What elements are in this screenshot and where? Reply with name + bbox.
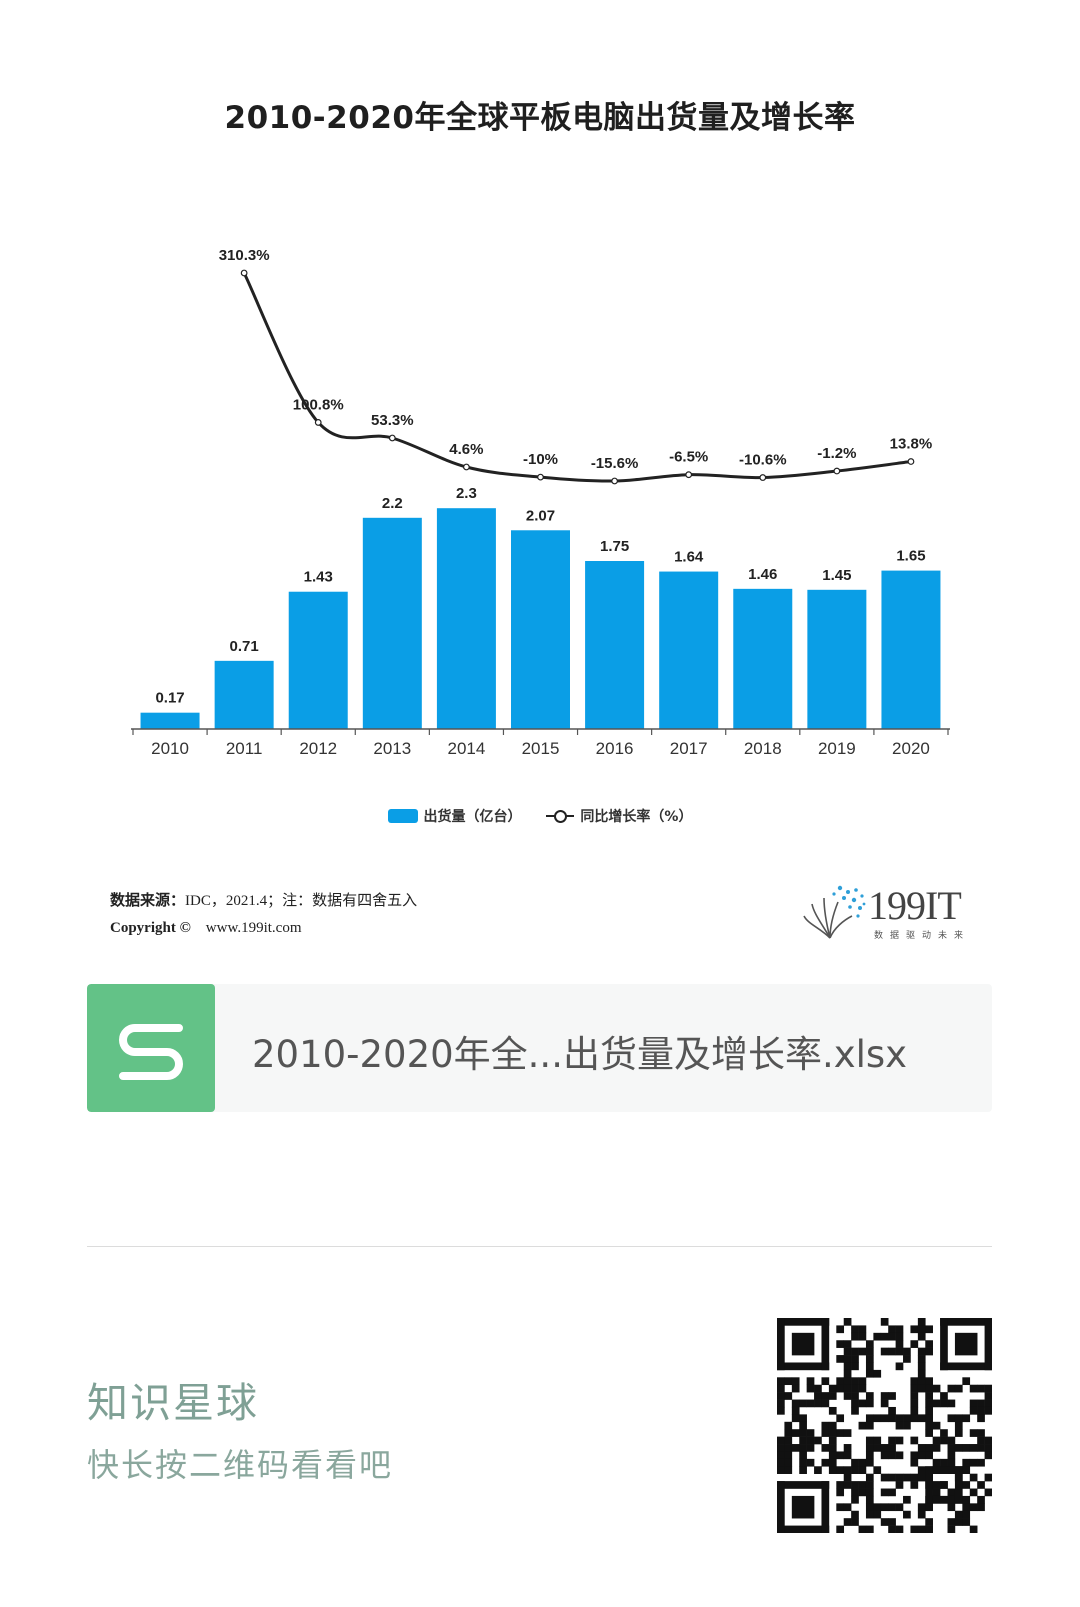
growth-label-2019: -1.2%: [817, 445, 856, 462]
bar-2014: [436, 508, 496, 729]
growth-label-2016: -15.6%: [591, 455, 639, 472]
file-attachment-card[interactable]: 2010-2020年全...出货量及增长率.xlsx: [87, 984, 992, 1112]
growth-label-2013: 53.3%: [371, 412, 414, 429]
legend: 出货量（亿台） 同比增长率（%）: [0, 806, 1080, 826]
source-label: 数据来源：: [110, 893, 186, 909]
brand-title: 知识星球: [87, 1379, 259, 1427]
source-note: 数据来源：IDC，2021.4；注：数据有四舍五入 Copyright © ww…: [110, 888, 417, 942]
growth-rate-line: [242, 272, 912, 483]
bar-label-2012: 1.43: [304, 569, 333, 586]
x-tick-label-2020: 2020: [892, 739, 930, 758]
bar-label-2018: 1.46: [748, 566, 777, 583]
growth-point-2020: [907, 458, 915, 465]
source-text: IDC，2021.4；注：数据有四舍五入: [185, 893, 418, 909]
x-tick-label-2010: 2010: [151, 739, 189, 758]
bar-2010: [140, 712, 200, 729]
growth-point-2017: [685, 471, 693, 479]
growth-point-2013: [388, 434, 396, 442]
legend-line-marker-icon: [546, 809, 575, 823]
bars-layer: 0.17 0.71 1.43 2.2 2.3 2.07 1.75 1.64 1.46 1.45 1.…: [140, 485, 941, 729]
bar-2018: [733, 588, 793, 729]
bar-2017: [659, 571, 719, 729]
bar-label-2016: 1.75: [600, 538, 629, 555]
copyright-label: Copyright ©: [110, 920, 191, 936]
bar-label-2017: 1.64: [674, 549, 704, 566]
growth-point-2014: [463, 463, 470, 471]
x-tick-label-2012: 2012: [299, 739, 337, 758]
growth-label-2011: 310.3%: [219, 247, 270, 264]
x-tick-label-2017: 2017: [670, 739, 708, 758]
logo-text: 199IT: [868, 883, 962, 928]
chart-title: 2010-2020年全球平板电脑出货量及增长率: [224, 100, 856, 136]
x-tick-label-2018: 2018: [744, 739, 782, 758]
growth-label-2014: 4.6%: [449, 441, 483, 458]
legend-label-shipments: 出货量（亿台）: [423, 809, 522, 825]
growth-label-2012: 100.8%: [293, 396, 344, 413]
line-layer: 310.3% 100.8% 53.3% 4.6% -10% -15.6% -6.5% -10.…: [219, 247, 933, 485]
file-name: 2010-2020年全...出货量及增长率.xlsx: [252, 1033, 908, 1076]
growth-label-2018: -10.6%: [739, 452, 787, 469]
logo-199it: 199IT 数据驱动未来: [800, 880, 980, 942]
logo-tagline: 数据驱动未来: [874, 931, 971, 941]
x-tick-label-2015: 2015: [522, 739, 560, 758]
bar-label-2011: 0.71: [230, 638, 259, 655]
bar-2015: [511, 530, 570, 729]
bar-2013: [362, 517, 422, 729]
bar-2016: [585, 561, 645, 729]
growth-label-2017: -6.5%: [669, 449, 708, 466]
x-tick-label-2011: 2011: [226, 739, 263, 758]
qr-code-icon[interactable]: [777, 1318, 992, 1533]
copyright-url: www.199it.com: [205, 920, 302, 936]
growth-label-2015: -10%: [523, 451, 558, 468]
dandelion-logo-icon: [803, 885, 866, 939]
legend-bar-swatch-icon: [387, 809, 418, 823]
bar-2011: [214, 660, 274, 729]
bar-label-2014: 2.3: [456, 485, 477, 502]
bar-2012: [288, 591, 348, 729]
bar-label-2019: 1.45: [822, 567, 851, 584]
bar-2020: [881, 570, 941, 729]
divider: [87, 1246, 992, 1247]
x-tick-label-2016: 2016: [596, 739, 634, 758]
growth-label-2020: 13.8%: [890, 436, 933, 453]
x-axis: 2010 2011 2012 2013 2014 2015 2016 2017 2018 2019…: [131, 728, 950, 758]
legend-item-shipments: 出货量（亿台）: [387, 806, 522, 826]
growth-point-2012: [314, 419, 322, 426]
growth-point-2015: [537, 473, 544, 481]
growth-point-2019: [833, 467, 841, 475]
growth-point-2016: [611, 477, 618, 485]
x-tick-label-2019: 2019: [818, 739, 856, 758]
bar-2019: [807, 589, 867, 729]
x-tick-label-2013: 2013: [373, 739, 411, 758]
chart-canvas: 0.17 0.71 1.43 2.2 2.3 2.07 1.75 1.64 1.46 1.45 1.…: [131, 247, 950, 758]
bar-label-2010: 0.17: [155, 690, 184, 707]
bar-label-2020: 1.65: [896, 548, 925, 565]
bar-label-2013: 2.2: [382, 495, 403, 512]
bar-label-2015: 2.07: [526, 507, 555, 524]
x-tick-label-2014: 2014: [447, 739, 485, 758]
legend-label-growth: 同比增长率（%）: [580, 809, 693, 825]
legend-item-growth: 同比增长率（%）: [546, 806, 692, 826]
brand-subtitle: 快长按二维码看看吧: [87, 1446, 394, 1484]
growth-point-2018: [759, 474, 767, 481]
growth-point-2011: [240, 269, 248, 277]
spreadsheet-s-icon: [87, 984, 215, 1112]
